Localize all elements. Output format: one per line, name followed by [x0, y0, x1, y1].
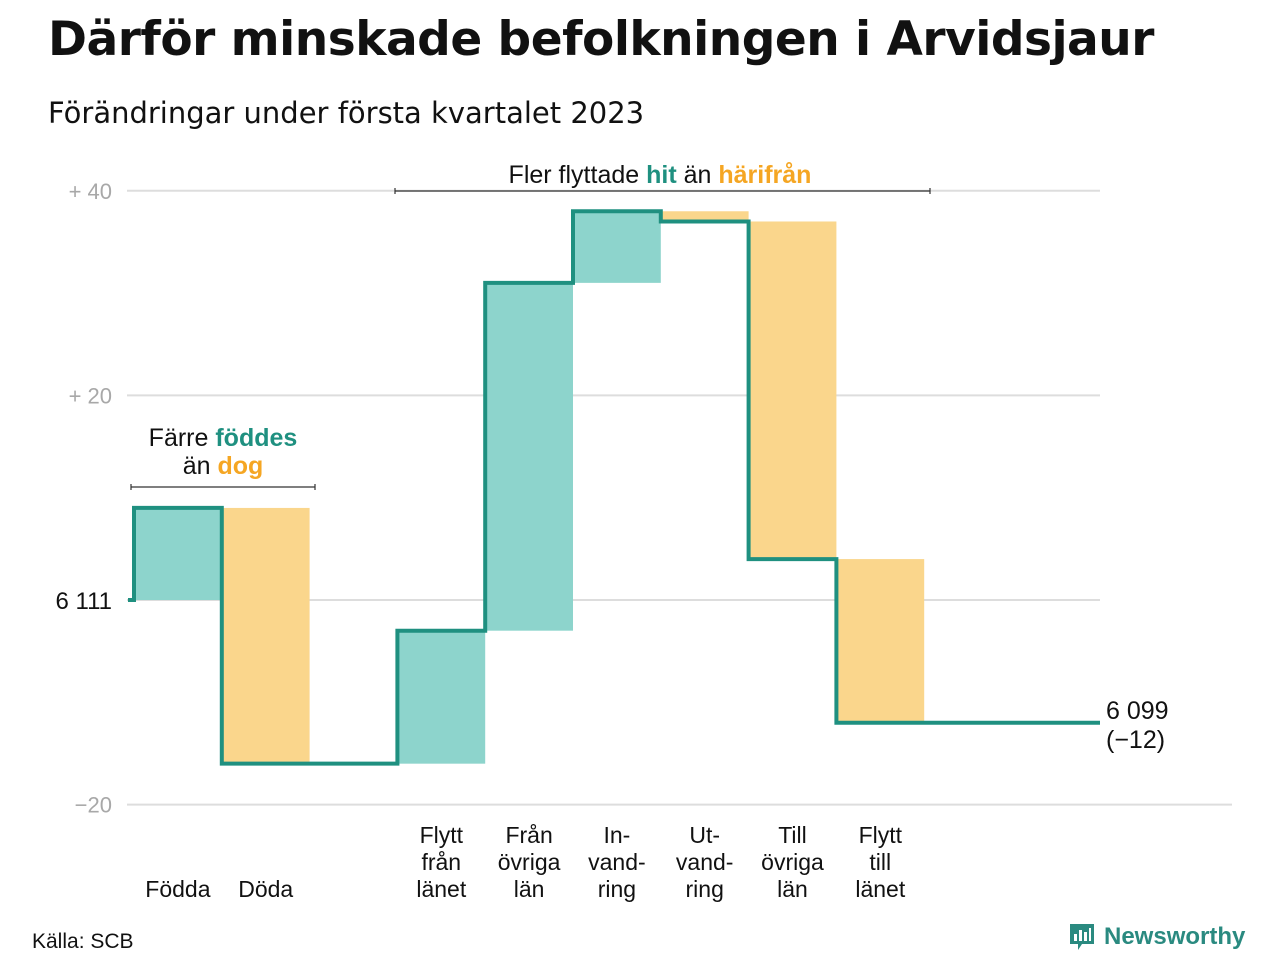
- category-label: vand-: [588, 849, 646, 875]
- newsworthy-logo-icon: [1070, 924, 1094, 950]
- source-note: Källa: SCB: [32, 930, 134, 953]
- brand-logo: Newsworthy: [1068, 922, 1245, 952]
- waterfall-bar: [485, 282, 573, 631]
- category-label: från: [421, 849, 461, 875]
- start-value-label: 6 111: [56, 588, 113, 615]
- population-step-line: [128, 209, 1100, 766]
- category-label: län: [514, 876, 545, 902]
- waterfall-bar: [573, 211, 661, 283]
- chart-subtitle: Förändringar under första kvartalet 2023: [48, 96, 645, 130]
- category-label: län: [777, 876, 808, 902]
- category-label: Flytt: [859, 822, 903, 848]
- category-label: Flytt: [420, 822, 464, 848]
- brand-name: Newsworthy: [1104, 923, 1246, 950]
- category-label: Ut-: [689, 822, 720, 848]
- waterfall-bar: [397, 630, 486, 764]
- waterfall-bar: [134, 507, 222, 600]
- category-label: Till: [778, 822, 807, 848]
- annotation-births-line1: Färre föddes: [149, 424, 298, 452]
- category-label: ring: [686, 876, 724, 902]
- chart-title: Därför minskade befolkningen i Arvidsjau…: [48, 12, 1154, 67]
- category-label: ring: [598, 876, 636, 902]
- y-tick-label: + 20: [69, 383, 112, 408]
- category-label: Från: [505, 822, 552, 848]
- category-label: länet: [855, 876, 905, 902]
- annotation-births-line2: än dog: [183, 452, 264, 480]
- category-label: länet: [416, 876, 466, 902]
- end-change-label: (−12): [1106, 726, 1165, 754]
- annotation-moves: Fler flyttade hit än härifrån: [509, 161, 812, 189]
- waterfall-bar: [660, 211, 749, 222]
- category-label: Döda: [238, 876, 293, 902]
- category-label: vand-: [676, 849, 734, 875]
- y-tick-label: + 40: [69, 179, 112, 204]
- category-label: In-: [603, 822, 630, 848]
- waterfall-bar: [748, 221, 837, 560]
- y-tick-label: −20: [75, 793, 112, 818]
- category-label: övriga: [761, 849, 824, 875]
- waterfall-bar: [221, 507, 310, 764]
- category-label: till: [869, 849, 891, 875]
- category-label: övriga: [498, 849, 561, 875]
- waterfall-bar: [836, 559, 925, 723]
- end-value-label: 6 099: [1106, 697, 1169, 725]
- category-label: Födda: [145, 876, 210, 902]
